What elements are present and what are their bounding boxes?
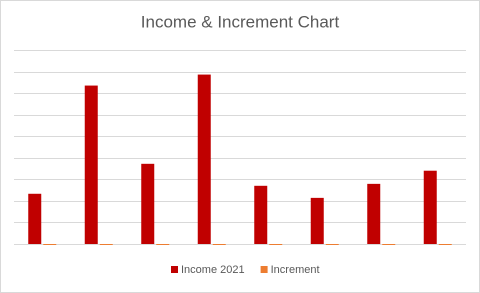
bar: [325, 244, 339, 245]
legend-label: Increment: [271, 264, 320, 276]
bar: [43, 244, 57, 245]
bar: [197, 74, 211, 244]
bar: [269, 244, 283, 245]
legend-swatch: [260, 266, 268, 273]
bar: [84, 85, 98, 244]
legend-label: Income 2021: [181, 264, 245, 276]
bar: [423, 170, 437, 244]
bar: [28, 193, 42, 244]
bar: [156, 244, 170, 245]
bar: [310, 197, 324, 244]
chart-title: Income & Increment Chart: [141, 12, 340, 31]
bar: [212, 244, 226, 245]
bar: [382, 244, 396, 245]
bar: [438, 244, 452, 245]
legend-swatch: [171, 266, 178, 273]
bar: [141, 163, 155, 244]
bar: [99, 244, 113, 245]
bar: [254, 185, 268, 244]
bar: [367, 183, 381, 244]
